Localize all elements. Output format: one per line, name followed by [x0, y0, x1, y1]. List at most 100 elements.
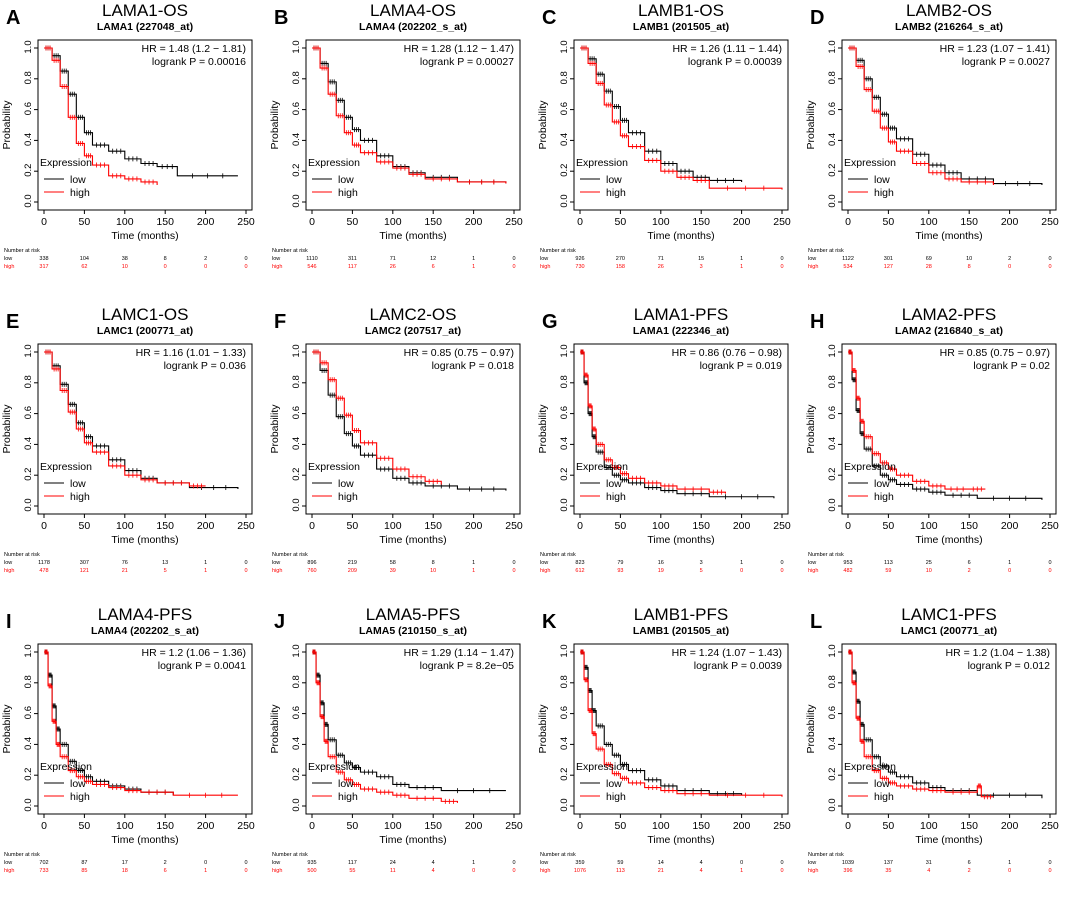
legend-label-low: low — [70, 778, 86, 790]
risk-count-high: 2 — [968, 868, 971, 874]
y-tick-label: 0.8 — [23, 375, 34, 388]
y-tick-label: 1.0 — [559, 40, 570, 53]
risk-count-low: 307 — [80, 560, 89, 566]
risk-count-high: 59 — [885, 568, 891, 574]
y-tick-label: 0.6 — [23, 102, 34, 115]
legend-label-high: high — [338, 491, 358, 503]
plot-frame — [37, 343, 253, 515]
y-tick-label: 0.6 — [827, 406, 838, 419]
legend-label-high: high — [70, 187, 90, 199]
y-tick-label: 0.2 — [23, 468, 34, 481]
risk-count-high: 10 — [926, 568, 932, 574]
risk-row-label-high: high — [540, 868, 550, 874]
risk-count-low: 71 — [390, 256, 396, 262]
panel-subtitle: LAMA1 (222346_at) — [633, 325, 729, 337]
plot-frame — [37, 643, 253, 815]
risk-count-high: 117 — [348, 264, 357, 270]
number-at-risk-label: Number at risk — [272, 852, 308, 858]
risk-count-high: 2 — [968, 568, 971, 574]
y-tick-label: 0.0 — [827, 498, 838, 511]
y-tick-label: 0.0 — [827, 798, 838, 811]
x-axis-label: Time (months) — [379, 534, 446, 546]
km-panel-b: B LAMA4-OS LAMA4 (202202_s_at) 0.0 0.2 0.4 0.6… — [268, 0, 530, 300]
risk-count-high: 35 — [885, 868, 891, 874]
risk-count-low: 0 — [1048, 256, 1051, 262]
x-tick-label: 100 — [116, 520, 134, 532]
x-tick-label: 150 — [960, 520, 978, 532]
panel-title: LAMB1-PFS — [634, 605, 728, 624]
panel-title: LAMA4-OS — [370, 1, 456, 20]
plot-frame — [37, 39, 253, 211]
risk-count-high: 93 — [617, 568, 623, 574]
risk-count-high: 127 — [884, 264, 893, 270]
x-tick-label: 150 — [156, 520, 174, 532]
y-tick-label: 0.4 — [291, 133, 302, 146]
risk-count-low: 1 — [1008, 560, 1011, 566]
legend-label-low: low — [606, 174, 622, 186]
x-tick-label: 150 — [960, 820, 978, 832]
legend-label-low: low — [70, 478, 86, 490]
y-tick-label: 0.4 — [827, 437, 838, 450]
km-panel-e: E LAMC1-OS LAMC1 (200771_at) 0.0 0.2 0.4 0.6 0.… — [0, 304, 262, 604]
x-axis-label: Time (months) — [915, 534, 982, 546]
risk-count-low: 1178 — [38, 560, 50, 566]
km-curve-high — [44, 351, 206, 487]
risk-count-high: 0 — [1008, 868, 1011, 874]
x-axis-label: Time (months) — [111, 834, 178, 846]
risk-row-label-high: high — [808, 868, 818, 874]
risk-row-label-high: high — [540, 568, 550, 574]
panel-title: LAMC2-OS — [370, 305, 457, 324]
legend-label-low: low — [338, 174, 354, 186]
risk-count-low: 301 — [884, 256, 893, 262]
risk-count-high: 21 — [658, 868, 664, 874]
km-panel-a: A LAMA1-OS LAMA1 (227048_at) 0.0 0.2 0.4 0.6 0.… — [0, 0, 262, 300]
risk-count-high: 733 — [39, 868, 48, 874]
risk-count-high: 4 — [700, 868, 703, 874]
panel-subtitle: LAMC1 (200771_at) — [97, 325, 193, 337]
panel-subtitle: LAMB2 (216264_s_at) — [895, 21, 1003, 33]
x-tick-label: 50 — [615, 216, 627, 228]
legend-label-low: low — [874, 778, 890, 790]
risk-count-high: 0 — [1048, 568, 1051, 574]
legend-title: Expression — [40, 461, 92, 473]
x-tick-label: 50 — [79, 520, 91, 532]
risk-count-high: 0 — [780, 568, 783, 574]
risk-row-label-low: low — [540, 860, 548, 866]
logrank-label: logrank P = 0.00027 — [420, 56, 514, 68]
km-curve-low — [848, 651, 1043, 799]
legend-label-high: high — [606, 791, 626, 803]
risk-count-low: 0 — [740, 860, 743, 866]
x-axis-label: Time (months) — [915, 230, 982, 242]
x-tick-label: 150 — [424, 520, 442, 532]
y-tick-label: 1.0 — [291, 344, 302, 357]
risk-count-low: 1 — [740, 256, 743, 262]
y-tick-label: 0.2 — [291, 768, 302, 781]
km-panel-d: D LAMB2-OS LAMB2 (216264_s_at) 0.0 0.2 0.4 0.6… — [804, 0, 1065, 300]
risk-count-low: 8 — [432, 560, 435, 566]
panel-letter: F — [274, 311, 286, 333]
risk-count-high: 482 — [843, 568, 852, 574]
x-tick-label: 0 — [309, 520, 315, 532]
km-curve-high — [580, 651, 783, 797]
x-tick-label: 50 — [79, 216, 91, 228]
risk-count-high: 0 — [204, 264, 207, 270]
panel-subtitle: LAMA5 (210150_s_at) — [359, 625, 467, 637]
x-tick-label: 100 — [920, 820, 938, 832]
risk-count-low: 2 — [164, 860, 167, 866]
legend-label-high: high — [606, 491, 626, 503]
legend-label-high: high — [874, 187, 894, 199]
legend-label-low: low — [606, 478, 622, 490]
risk-row-label-low: low — [808, 256, 816, 262]
hazard-ratio-label: HR = 1.24 (1.07 − 1.43) — [672, 647, 782, 659]
x-tick-label: 0 — [577, 216, 583, 228]
x-axis-label: Time (months) — [647, 834, 714, 846]
km-panel-c: C LAMB1-OS LAMB1 (201505_at) 0.0 0.2 0.4 0.6 0.… — [536, 0, 798, 300]
km-curve-high — [44, 651, 238, 796]
panel-letter: L — [810, 611, 822, 633]
risk-count-low: 12 — [430, 256, 436, 262]
plot-frame — [841, 39, 1057, 211]
x-tick-label: 250 — [505, 216, 523, 228]
panel-letter: I — [6, 611, 12, 633]
